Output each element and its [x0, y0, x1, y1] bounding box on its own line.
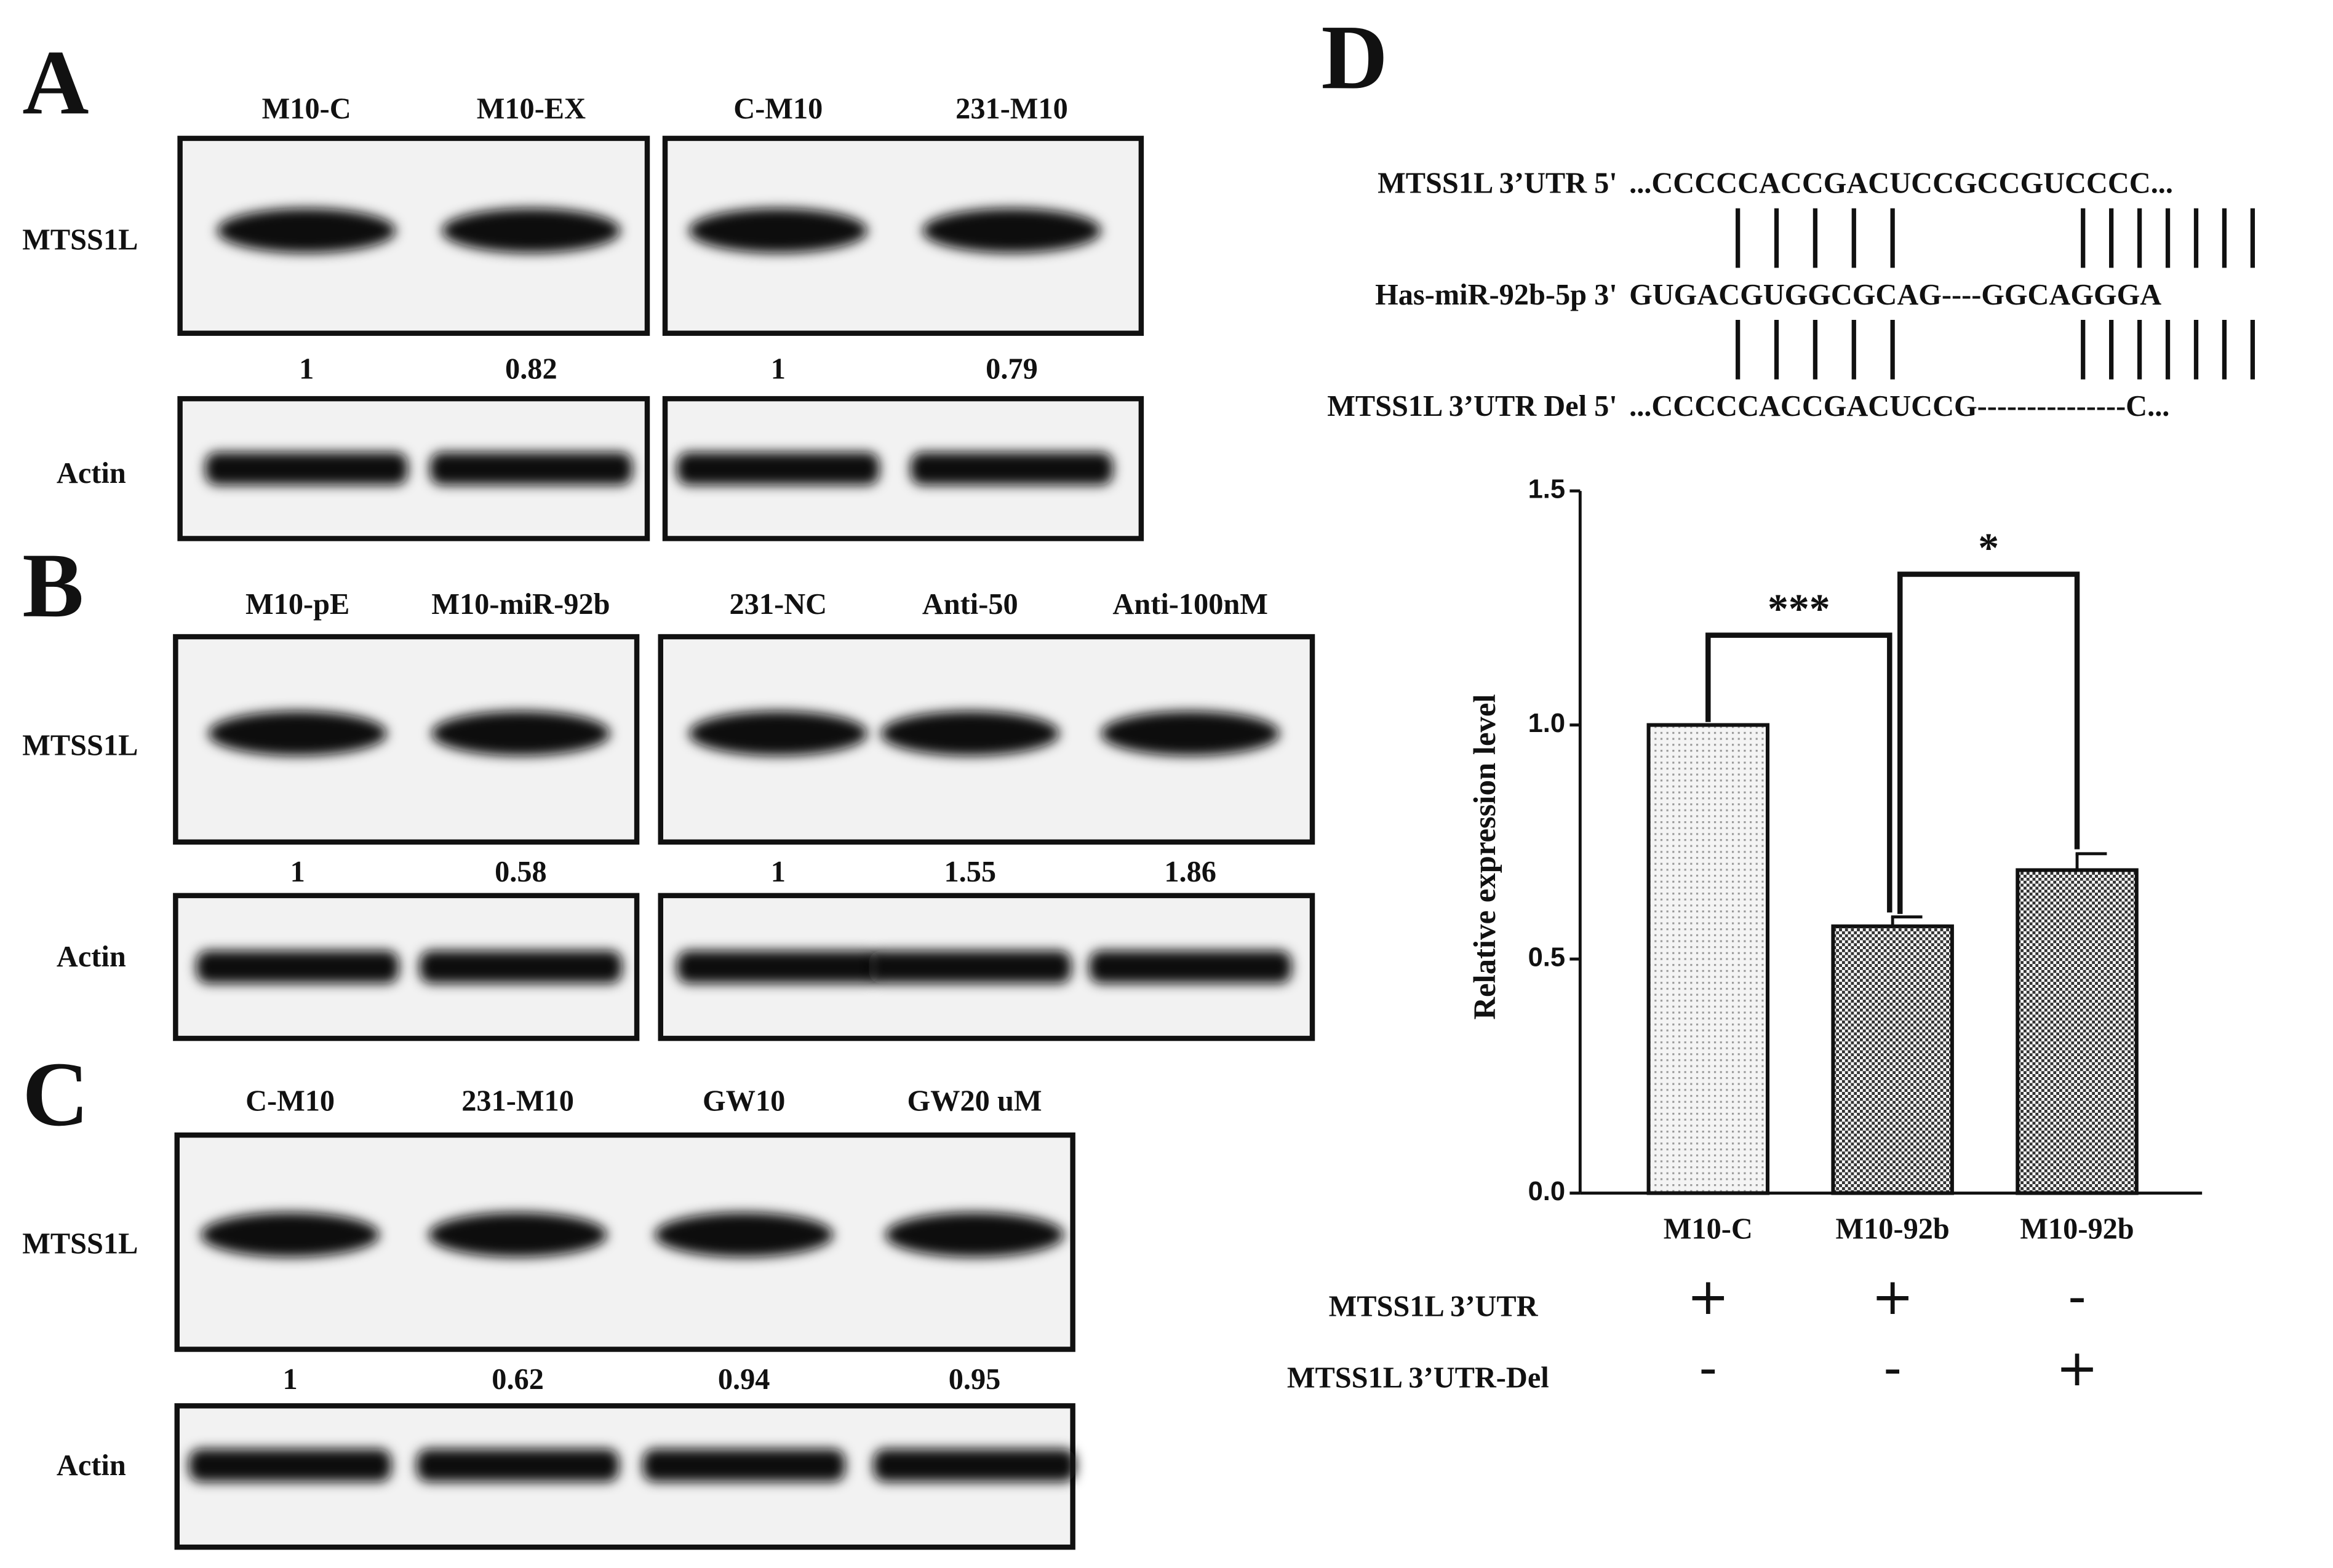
y-tick-label: 0.5	[1528, 943, 1566, 973]
significance-bracket	[1705, 632, 1892, 913]
row-label: Actin	[57, 941, 126, 973]
sequence: ...CCCCCACCGACUCCG---------------C...	[1629, 390, 2169, 423]
band	[442, 208, 621, 253]
ratio-label: 1	[282, 1363, 297, 1396]
panel-letter: C	[22, 1043, 89, 1145]
sequence-label: MTSS1L 3’UTR Del 5'	[1327, 390, 1617, 423]
band	[911, 452, 1113, 485]
band	[677, 950, 880, 984]
lane-label: M10-miR-92b	[431, 588, 610, 621]
band	[429, 452, 632, 485]
band	[677, 452, 880, 485]
bar	[2016, 868, 2139, 1195]
condition-label: MTSS1L 3’UTR	[1329, 1290, 1539, 1323]
ratio-label: 1.55	[944, 856, 996, 888]
band	[922, 208, 1101, 253]
lane-label: M10-C	[262, 92, 351, 125]
x-tick-label: M10-92b	[2020, 1213, 2134, 1246]
row-label: Actin	[57, 1449, 126, 1482]
ratio-label: 0.79	[986, 353, 1038, 386]
ratio-label: 0.82	[505, 353, 557, 386]
band	[1089, 950, 1292, 984]
error-bar	[2075, 852, 2107, 870]
lane-label: Anti-50	[922, 588, 1018, 621]
ratio-label: 1	[771, 353, 786, 386]
error-bar	[1891, 915, 1923, 926]
y-axis-label: Relative expression level	[1467, 694, 1502, 1019]
band	[873, 1449, 1076, 1482]
pairing-lines	[1736, 208, 2255, 380]
lane-label: M10-EX	[477, 92, 586, 125]
lane-label: 231-M10	[461, 1085, 574, 1118]
significance-label: ***	[1768, 586, 1830, 632]
ratio-label: 1	[771, 856, 786, 888]
x-tick-label: M10-C	[1664, 1213, 1753, 1246]
band	[201, 1212, 380, 1257]
band	[655, 1212, 834, 1257]
band	[688, 711, 867, 756]
condition-mark: +	[2056, 1339, 2099, 1398]
band	[869, 950, 1072, 984]
band	[428, 1212, 607, 1257]
ratio-label: 0.62	[492, 1363, 544, 1396]
condition-mark: -	[2068, 1268, 2086, 1326]
sequence-label: MTSS1L 3’UTR 5'	[1378, 167, 1617, 199]
lane-label: 231-NC	[730, 588, 827, 621]
lane-label: Anti-100nM	[1112, 588, 1268, 621]
ratio-label: 1	[299, 353, 314, 386]
y-tick-label: 0.0	[1528, 1177, 1566, 1206]
sequence: GUGACGUGGCGCAG----GGCAGGGA	[1629, 279, 2161, 311]
panel-letter: A	[22, 31, 89, 133]
band	[688, 208, 867, 253]
bar	[1646, 723, 1770, 1195]
condition-label: MTSS1L 3’UTR-Del	[1287, 1361, 1549, 1394]
lane-label: M10-pE	[245, 588, 349, 621]
lane-label: C-M10	[245, 1085, 335, 1118]
sequence-label: Has-miR-92b-5p 3'	[1375, 279, 1617, 311]
ratio-label: 0.58	[495, 856, 547, 888]
band	[419, 950, 622, 984]
band	[196, 950, 399, 984]
band	[208, 711, 387, 756]
panel-letter: D	[1322, 6, 1388, 108]
ratio-label: 1	[290, 856, 305, 888]
y-tick-label: 1.5	[1528, 475, 1566, 504]
condition-mark: +	[1687, 1268, 1729, 1326]
ratio-label: 0.95	[949, 1363, 1001, 1396]
lane-label: GW10	[703, 1085, 785, 1118]
band	[217, 208, 396, 253]
band	[189, 1449, 392, 1482]
band	[431, 711, 610, 756]
band	[642, 1449, 845, 1482]
significance-label: *	[1978, 525, 1999, 571]
band	[885, 1212, 1064, 1257]
y-tick-label: 1.0	[1528, 709, 1566, 738]
band	[417, 1449, 620, 1482]
row-label: Actin	[57, 457, 126, 490]
band	[1101, 711, 1280, 756]
row-label: MTSS1L	[22, 223, 138, 256]
sequence: ...CCCCCACCGACUCCGCCGUCCCC...	[1629, 167, 2173, 199]
x-tick-label: M10-92b	[1835, 1213, 1949, 1246]
bar	[1831, 924, 1954, 1195]
significance-bracket	[1897, 571, 2080, 914]
row-label: MTSS1L	[22, 730, 138, 762]
band	[880, 711, 1059, 756]
condition-mark: -	[1699, 1339, 1717, 1398]
lane-label: 231-M10	[955, 92, 1068, 125]
band	[205, 452, 408, 485]
panel-letter: B	[22, 535, 84, 637]
condition-mark: +	[1872, 1268, 1914, 1326]
row-label: MTSS1L	[22, 1228, 138, 1260]
ratio-label: 1.86	[1164, 856, 1216, 888]
condition-mark: -	[1883, 1339, 1902, 1398]
lane-label: GW20 uM	[907, 1085, 1042, 1118]
ratio-label: 0.94	[718, 1363, 770, 1396]
lane-label: C-M10	[733, 92, 823, 125]
